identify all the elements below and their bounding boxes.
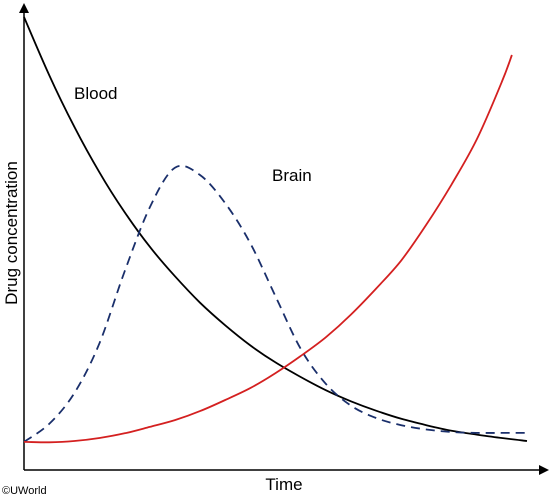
brain-curve-label: Brain — [272, 166, 312, 185]
blood-curve-label: Blood — [74, 84, 117, 103]
series-layer — [23, 16, 528, 444]
brain-series-line — [23, 164, 527, 443]
y-axis-label: Drug concentration — [2, 161, 21, 305]
copyright-text: ©UWorld — [2, 485, 47, 497]
blood-series-line — [23, 16, 528, 442]
red-series-line — [23, 54, 513, 444]
x-axis-label: Time — [265, 475, 302, 494]
